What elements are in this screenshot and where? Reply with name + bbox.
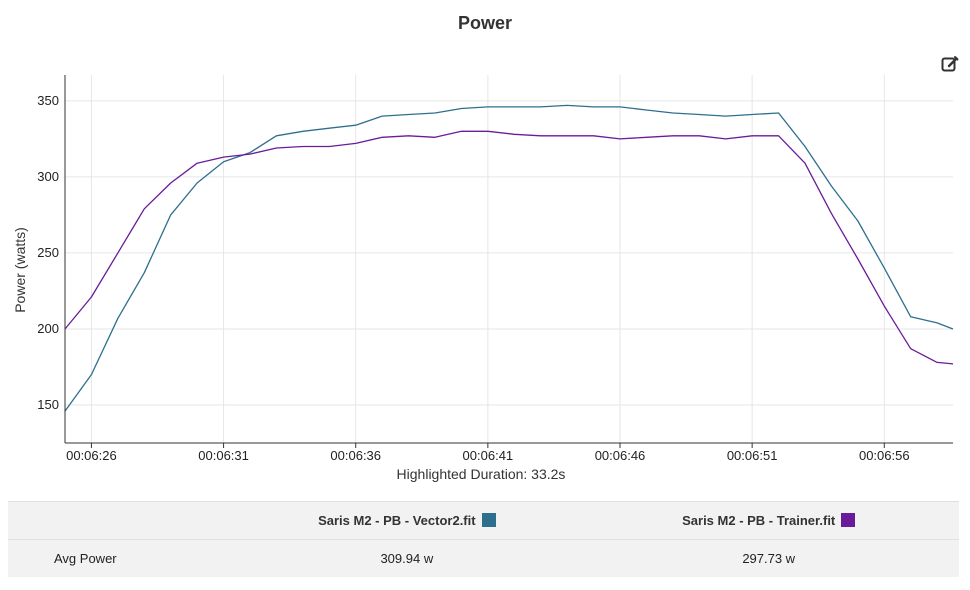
x-tick-label: 00:06:46	[595, 448, 646, 463]
x-tick-label: 00:06:41	[463, 448, 514, 463]
power-line-chart: 150 200 250 300 350 00:06:26 00:06:31 00:06:36 0…	[12, 75, 954, 482]
avg-power-series-a: 309.94 w	[380, 550, 434, 566]
summary-header-row: Saris M2 - PB - Vector2.fit Saris M2 - P…	[8, 501, 959, 540]
y-tick-label: 350	[37, 93, 59, 108]
chart-title: Power	[457, 13, 513, 33]
x-tick-label: 00:06:26	[66, 448, 117, 463]
series-line-trainer[interactable]	[64, 130, 954, 365]
x-axis-title: Highlighted Duration: 33.2s	[397, 466, 566, 482]
x-tick-label: 00:06:51	[727, 448, 778, 463]
axes	[64, 75, 953, 448]
series-a-header: Saris M2 - PB - Vector2.fit	[235, 502, 578, 540]
series-lines	[64, 104, 954, 412]
avg-power-series-b: 297.73 w	[742, 550, 796, 566]
edit-icon[interactable]	[941, 55, 959, 73]
x-tick-label: 00:06:36	[330, 448, 381, 463]
tick-labels: 150 200 250 300 350 00:06:26 00:06:31 00:06:36 0…	[37, 93, 909, 463]
y-axis-title: Power (watts)	[12, 227, 28, 313]
x-tick-label: 00:06:31	[198, 448, 249, 463]
series-line-vector2[interactable]	[64, 104, 954, 412]
series-b-header: Saris M2 - PB - Trainer.fit	[578, 502, 959, 540]
summary-header-label	[8, 502, 235, 540]
series-b-color-swatch	[841, 513, 856, 527]
series-a-name: Saris M2 - PB - Vector2.fit	[318, 513, 476, 528]
summary-row-avg-power: Avg Power 309.94 w 297.73 w	[8, 539, 959, 577]
y-tick-label: 250	[37, 245, 59, 260]
summary-table: Saris M2 - PB - Vector2.fit Saris M2 - P…	[8, 501, 959, 577]
series-b-name: Saris M2 - PB - Trainer.fit	[682, 513, 836, 528]
y-tick-label: 200	[37, 321, 59, 336]
avg-power-label: Avg Power	[54, 550, 117, 566]
grid-lines	[65, 75, 953, 443]
series-a-color-swatch	[481, 513, 496, 527]
y-tick-label: 300	[37, 169, 59, 184]
y-tick-label: 150	[37, 397, 59, 412]
x-tick-label: 00:06:56	[859, 448, 910, 463]
